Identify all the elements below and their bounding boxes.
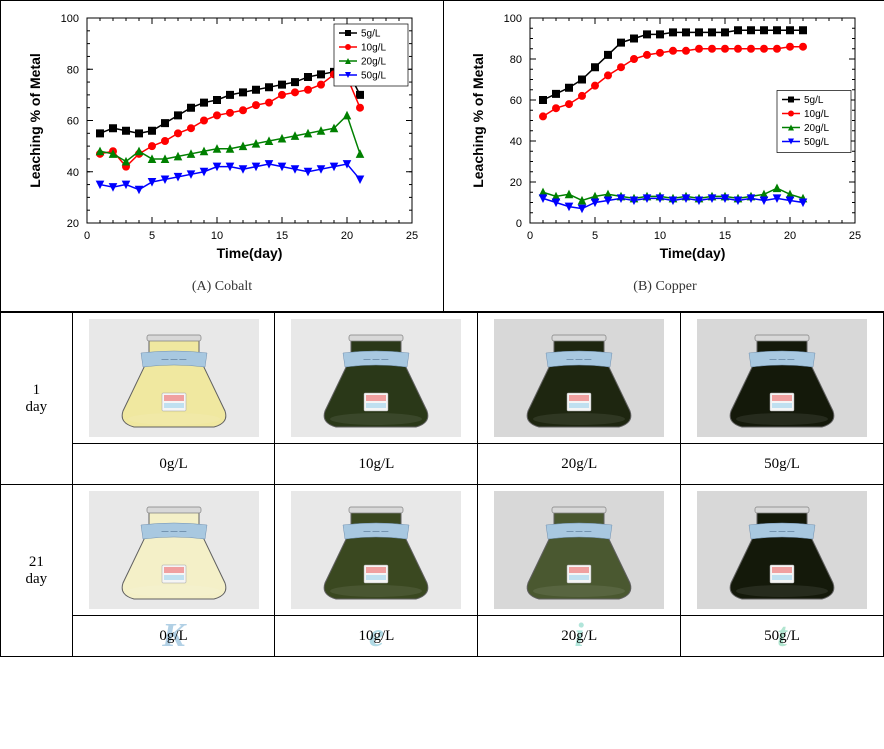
flask-photo: — — — <box>681 313 884 444</box>
svg-text:Time(day): Time(day) <box>660 245 726 261</box>
svg-text:40: 40 <box>510 136 522 148</box>
svg-text:— — —: — — — <box>161 528 186 535</box>
svg-text:60: 60 <box>67 115 79 127</box>
svg-text:25: 25 <box>406 230 418 242</box>
svg-text:5g/L: 5g/L <box>804 95 824 106</box>
concentration-label: i 20g/L <box>478 616 681 657</box>
flask-photo: — — — <box>478 485 681 616</box>
svg-text:50g/L: 50g/L <box>804 137 829 148</box>
svg-text:15: 15 <box>276 230 288 242</box>
copper-chart: 0 5 10 15 20 25 0 20 40 60 80 100 Time(day) Leaching … <box>465 8 865 273</box>
svg-text:80: 80 <box>67 64 79 76</box>
svg-text:20: 20 <box>510 177 522 189</box>
svg-text:— — —: — — — <box>567 528 592 535</box>
cobalt-caption: (A) Cobalt <box>1 273 443 305</box>
concentration-label: 20g/L <box>478 444 681 485</box>
svg-text:10: 10 <box>654 230 666 242</box>
flask-photo: — — — <box>72 313 275 444</box>
svg-text:80: 80 <box>510 54 522 66</box>
concentration-label: t 50g/L <box>681 616 884 657</box>
svg-text:— — —: — — — <box>770 528 795 535</box>
svg-text:100: 100 <box>504 13 522 25</box>
svg-text:Leaching % of Metal: Leaching % of Metal <box>27 53 43 188</box>
svg-text:— — —: — — — <box>567 356 592 363</box>
svg-text:10g/L: 10g/L <box>804 109 829 120</box>
svg-text:— — —: — — — <box>364 356 389 363</box>
svg-text:40: 40 <box>67 166 79 178</box>
copper-caption: (B) Copper <box>444 273 884 305</box>
svg-text:5g/L: 5g/L <box>361 28 381 39</box>
day-label: 21day <box>1 485 73 657</box>
svg-text:20g/L: 20g/L <box>804 123 829 134</box>
svg-text:0: 0 <box>84 230 90 242</box>
concentration-label: 10g/L <box>275 444 478 485</box>
svg-text:10g/L: 10g/L <box>361 42 386 53</box>
svg-text:— — —: — — — <box>161 356 186 363</box>
svg-text:20: 20 <box>341 230 353 242</box>
day-label: 1day <box>1 313 73 485</box>
svg-text:Leaching % of Metal: Leaching % of Metal <box>470 53 486 188</box>
svg-text:5: 5 <box>592 230 598 242</box>
svg-text:Time(day): Time(day) <box>217 245 283 261</box>
flask-photo: — — — <box>72 485 275 616</box>
flask-photo: — — — <box>478 313 681 444</box>
svg-text:20g/L: 20g/L <box>361 56 386 67</box>
cobalt-chart-svg: 0 5 10 15 20 25 20 40 60 80 100 Time(day) Leaching %… <box>22 8 422 268</box>
concentration-label: e 10g/L <box>275 616 478 657</box>
svg-text:0: 0 <box>527 230 533 242</box>
concentration-label: K 0g/L <box>72 616 275 657</box>
svg-text:60: 60 <box>510 95 522 107</box>
svg-text:— — —: — — — <box>364 528 389 535</box>
flask-photo: — — — <box>275 313 478 444</box>
svg-text:— — —: — — — <box>770 356 795 363</box>
flask-photo: — — — <box>681 485 884 616</box>
cobalt-chart: 0 5 10 15 20 25 20 40 60 80 100 Time(day) Leaching %… <box>22 8 422 273</box>
svg-text:25: 25 <box>849 230 861 242</box>
concentration-label: 0g/L <box>72 444 275 485</box>
svg-text:15: 15 <box>719 230 731 242</box>
flask-photo: — — — <box>275 485 478 616</box>
svg-text:20: 20 <box>67 218 79 230</box>
copper-chart-svg: 0 5 10 15 20 25 0 20 40 60 80 100 Time(day) Leaching … <box>465 8 865 268</box>
svg-text:5: 5 <box>149 230 155 242</box>
svg-text:20: 20 <box>784 230 796 242</box>
svg-text:0: 0 <box>516 218 522 230</box>
concentration-label: 50g/L <box>681 444 884 485</box>
svg-text:10: 10 <box>211 230 223 242</box>
svg-text:100: 100 <box>61 13 79 25</box>
svg-text:50g/L: 50g/L <box>361 70 386 81</box>
